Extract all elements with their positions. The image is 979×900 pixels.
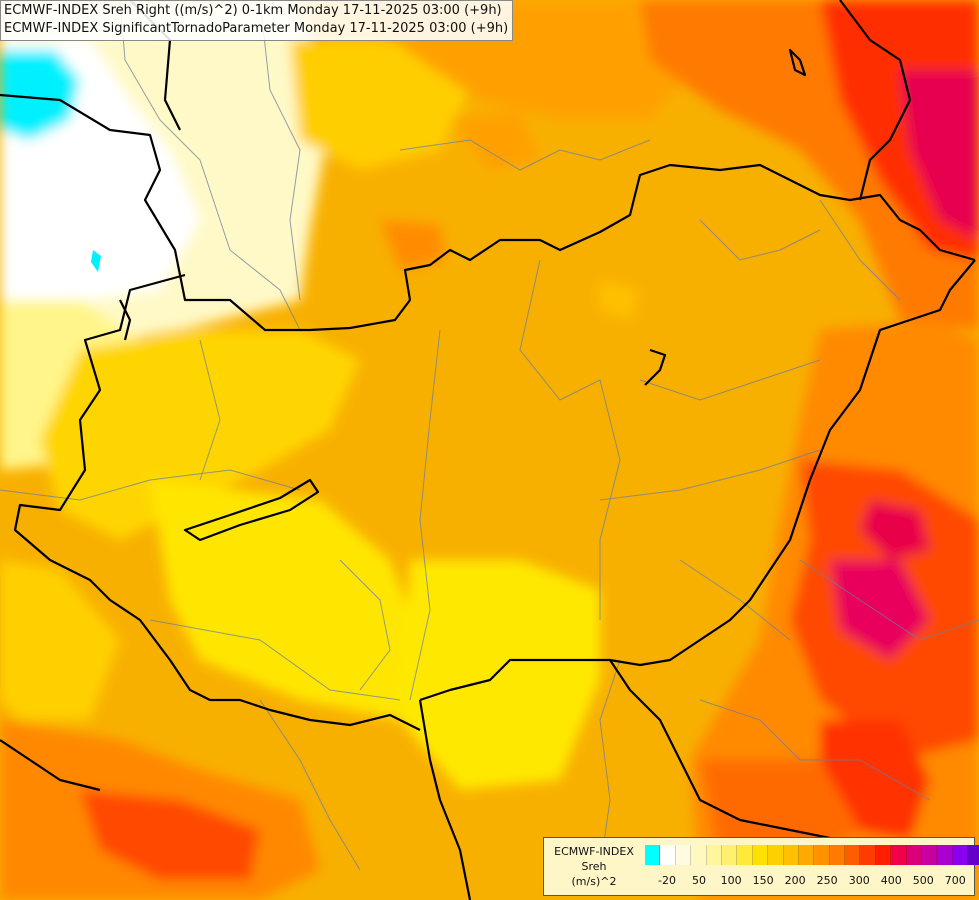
field-cyan-nw <box>0 50 80 140</box>
legend-color-cell <box>706 845 722 865</box>
legend-tick-label: 500 <box>912 874 934 887</box>
map-title-box: ECMWF-INDEX Sreh Right ((m/s)^2) 0-1km M… <box>0 0 514 41</box>
legend-label-line1: ECMWF-INDEX <box>554 845 634 858</box>
border-hungary-east <box>419 259 976 702</box>
border-wiggle-1 <box>644 348 667 386</box>
legend-color-cell <box>906 845 923 865</box>
border-south-1 <box>418 699 472 900</box>
legend-color-cell <box>860 845 876 865</box>
field-yellow-center <box>150 480 420 720</box>
legend-label-line3: (m/s)^2 <box>571 875 617 888</box>
border-wiggle-2 <box>788 48 807 77</box>
field-cyan-small <box>91 250 101 272</box>
legend-tick-label: 250 <box>816 874 838 887</box>
border-sw <box>0 739 101 792</box>
field-crimson-ne <box>900 70 979 240</box>
border-south-2 <box>609 659 841 842</box>
legend-tick-label: 200 <box>784 874 806 887</box>
legend-label-line2: Sreh <box>581 860 607 873</box>
legend-tick-label: 50 <box>692 874 707 887</box>
legend-color-cell <box>675 845 692 865</box>
field-crimson-e <box>830 560 930 660</box>
legend-color-cell <box>922 845 938 865</box>
field-yellow-south <box>400 560 600 790</box>
legend-tick-label: 400 <box>880 874 902 887</box>
map-title-line1: ECMWF-INDEX Sreh Right ((m/s)^2) 0-1km M… <box>4 3 502 18</box>
legend-color-cell <box>829 845 846 865</box>
legend-color-cell <box>891 845 907 865</box>
field-yellow-sw <box>0 560 120 720</box>
field-patch-2 <box>450 110 540 170</box>
field-yellow-w <box>40 330 360 540</box>
legend-color-cell <box>768 845 784 865</box>
legend-tick-label: 300 <box>848 874 870 887</box>
field-patch-3 <box>600 280 640 320</box>
legend-color-cell <box>937 845 953 865</box>
legend-color-cell <box>691 845 707 865</box>
legend-label: ECMWF-INDEX Sreh (m/s)^2 <box>548 844 640 889</box>
field-red-sw <box>80 790 260 880</box>
legend-color-cell <box>952 845 969 865</box>
legend-color-cell <box>783 845 799 865</box>
legend-color-cell <box>968 845 979 865</box>
border-west <box>13 273 421 731</box>
border-ne <box>839 0 912 201</box>
legend-tick-label: -20 <box>658 874 676 887</box>
legend-color-cell <box>798 845 815 865</box>
legend-color-bar <box>645 845 979 865</box>
legend-tick-label: 100 <box>720 874 742 887</box>
border-small-lake <box>183 478 320 542</box>
legend-color-cell <box>721 845 738 865</box>
region-boundaries <box>0 0 979 871</box>
field-crimson-e2 <box>860 500 930 560</box>
legend-tick-label: 150 <box>752 874 774 887</box>
border-north <box>0 93 976 332</box>
legend-tick-labels: -20 50 100 150 200 250 300 400 500 700 <box>645 874 969 890</box>
legend-color-cell <box>752 845 769 865</box>
legend-color-cell <box>737 845 753 865</box>
legend-color-cell <box>845 845 861 865</box>
border-wiggle-3 <box>119 299 132 341</box>
legend-color-cell <box>875 845 892 865</box>
legend-tick-label: 700 <box>944 874 966 887</box>
legend-color-cell <box>660 845 676 865</box>
field-yellow-north <box>290 40 470 170</box>
legend-color-cell <box>814 845 830 865</box>
field-patch-1 <box>380 220 445 270</box>
color-legend: ECMWF-INDEX Sreh (m/s)^2 -20 50 100 150 200 2… <box>543 837 979 896</box>
legend-color-cell <box>645 845 661 865</box>
map-title-line2: ECMWF-INDEX SignificantTornadoParameter … <box>4 21 509 36</box>
